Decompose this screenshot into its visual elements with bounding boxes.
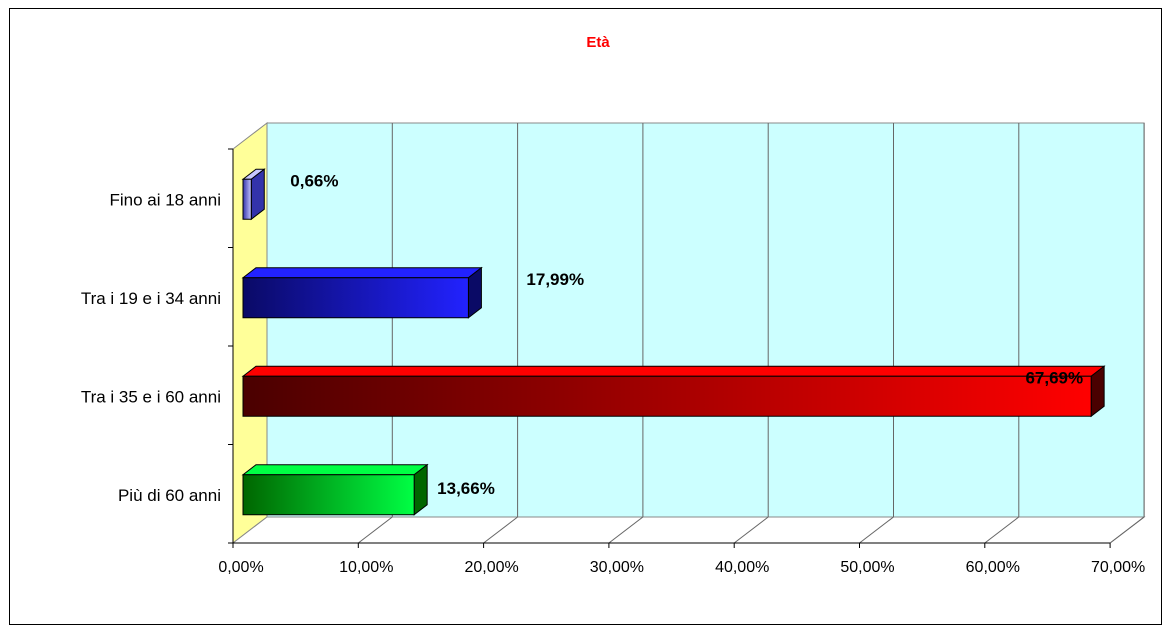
x-tick-label: 40,00% [715, 559, 769, 576]
data-label: 13,66% [437, 479, 495, 498]
x-tick-label: 10,00% [339, 559, 393, 576]
x-tick-label: 30,00% [590, 559, 644, 576]
data-label: 0,66% [290, 171, 338, 190]
category-label: Più di 60 anni [118, 486, 221, 505]
gridline-floor [984, 516, 1020, 544]
x-tick-label: 0,00% [218, 559, 263, 576]
x-tick-label: 70,00% [1091, 559, 1145, 576]
plot-back-wall [266, 122, 1145, 518]
chart-title: Età [586, 34, 610, 51]
x-tick-label: 50,00% [840, 559, 894, 576]
gridline-floor [1109, 516, 1145, 544]
data-label: 17,99% [526, 270, 584, 289]
bar [242, 375, 1092, 417]
bar [242, 277, 469, 319]
x-tick-label: 20,00% [464, 559, 518, 576]
gridline-floor [859, 516, 894, 544]
bar-top-face [241, 267, 483, 279]
data-label: 67,69% [1025, 368, 1083, 387]
bar [242, 474, 415, 516]
bar-top-face [241, 464, 429, 476]
bar [242, 178, 252, 220]
gridline-floor [608, 516, 644, 544]
category-label: Tra i 35 e i 60 anni [81, 387, 221, 406]
gridline-floor [733, 516, 769, 544]
gridline-floor [483, 516, 518, 544]
bar-top-face [241, 365, 1106, 377]
plot-floor [231, 516, 1146, 544]
gridline-floor [357, 516, 393, 544]
category-label: Fino ai 18 anni [109, 190, 221, 209]
category-label: Tra i 19 e i 34 anni [81, 289, 221, 308]
x-tick-label: 60,00% [966, 559, 1020, 576]
